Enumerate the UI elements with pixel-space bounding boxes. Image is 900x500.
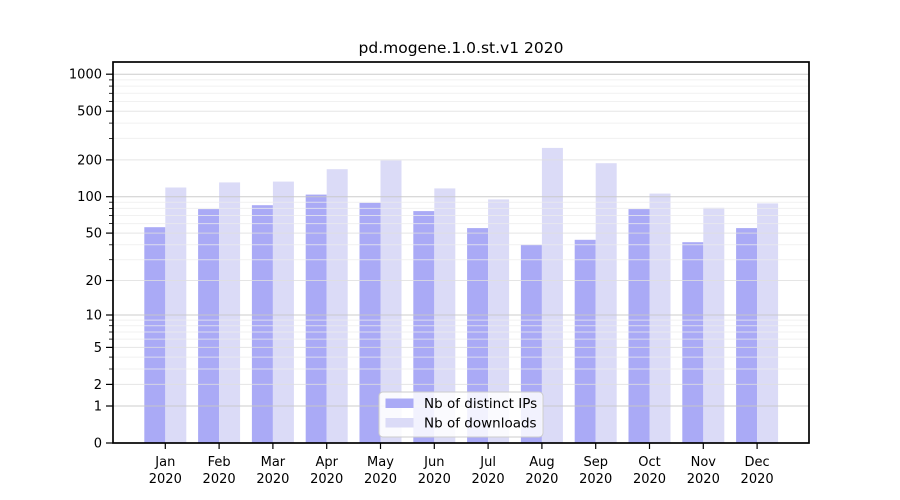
x-axis-year-label: 2020 [687, 472, 720, 487]
x-axis-month-label: Jan [154, 455, 175, 470]
y-axis-tick-label: 50 [85, 227, 102, 242]
x-axis-year-label: 2020 [472, 472, 505, 487]
bar-downloads-apr [326, 169, 348, 443]
x-axis-month-label: Sep [583, 455, 608, 470]
x-axis-year-label: 2020 [418, 472, 451, 487]
bar-distinct-ips-jan [144, 227, 166, 443]
bar-downloads-sep [595, 163, 617, 443]
x-axis-year-label: 2020 [579, 472, 612, 487]
x-axis-year-label: 2020 [149, 472, 182, 487]
y-axis-tick-label: 10 [85, 309, 102, 324]
x-axis-year-label: 2020 [633, 472, 666, 487]
chart-title: pd.mogene.1.0.st.v1 2020 [359, 39, 564, 57]
x-axis-year-label: 2020 [364, 472, 397, 487]
y-axis-tick-label: 2 [94, 378, 102, 393]
y-axis-tick-label: 500 [77, 105, 102, 120]
bar-distinct-ips-nov [682, 242, 704, 443]
x-axis-month-label: Mar [261, 455, 286, 470]
x-axis-month-label: Jul [479, 455, 496, 470]
bar-downloads-jul [488, 199, 510, 443]
legend-swatch-distinct-ips [385, 398, 414, 408]
x-axis-year-label: 2020 [525, 472, 558, 487]
bar-downloads-jun [434, 188, 456, 443]
legend-label-downloads: Nb of downloads [424, 416, 537, 432]
x-axis-year-label: 2020 [256, 472, 289, 487]
x-axis-month-label: Jun [423, 455, 444, 470]
bar-distinct-ips-mar [251, 205, 273, 443]
y-axis-tick-label: 1000 [69, 68, 102, 83]
y-axis-tick-label: 5 [94, 341, 102, 356]
y-axis-tick-label: 20 [85, 274, 102, 289]
x-axis-month-label: Dec [745, 455, 770, 470]
x-axis-year-label: 2020 [741, 472, 774, 487]
x-axis-month-label: Apr [315, 455, 338, 470]
bar-downloads-may [380, 160, 402, 443]
x-axis-month-label: May [367, 455, 394, 470]
bar-distinct-ips-jul [467, 228, 489, 443]
bar-distinct-ips-apr [305, 194, 327, 443]
x-axis-month-label: Aug [529, 455, 554, 470]
bar-distinct-ips-jun [413, 211, 435, 443]
bar-distinct-ips-dec [736, 228, 758, 443]
y-axis-tick-label: 200 [77, 153, 102, 168]
bar-downloads-dec [757, 203, 779, 443]
axes-layer [106, 61, 810, 449]
x-axis-month-label: Oct [638, 455, 660, 470]
legend: Nb of distinct IPs Nb of downloads [378, 391, 544, 438]
x-axis-month-label: Nov [691, 455, 717, 470]
x-axis-year-label: 2020 [203, 472, 236, 487]
bar-downloads-oct [649, 193, 671, 443]
bar-downloads-mar [272, 181, 294, 443]
bar-downloads-aug [541, 147, 563, 443]
legend-label-distinct-ips: Nb of distinct IPs [424, 396, 537, 412]
labels-layer: 0 1 2 5 10 20 50 100 200 500 1000 Jan 2020 Feb 2020 Mar… [69, 39, 774, 487]
y-axis-tick-label: 0 [94, 437, 102, 452]
y-axis-tick-label: 1 [94, 400, 102, 415]
plot-border [112, 61, 810, 444]
bar-distinct-ips-may [359, 202, 381, 443]
bar-downloads-feb [219, 182, 241, 443]
y-axis-tick-label: 100 [77, 190, 102, 205]
legend-swatch-downloads [385, 418, 414, 428]
x-axis-year-label: 2020 [310, 472, 343, 487]
bar-distinct-ips-sep [574, 239, 596, 443]
x-axis-month-label: Feb [208, 455, 231, 470]
legend-box [378, 391, 544, 438]
grid-layer [113, 73, 809, 407]
